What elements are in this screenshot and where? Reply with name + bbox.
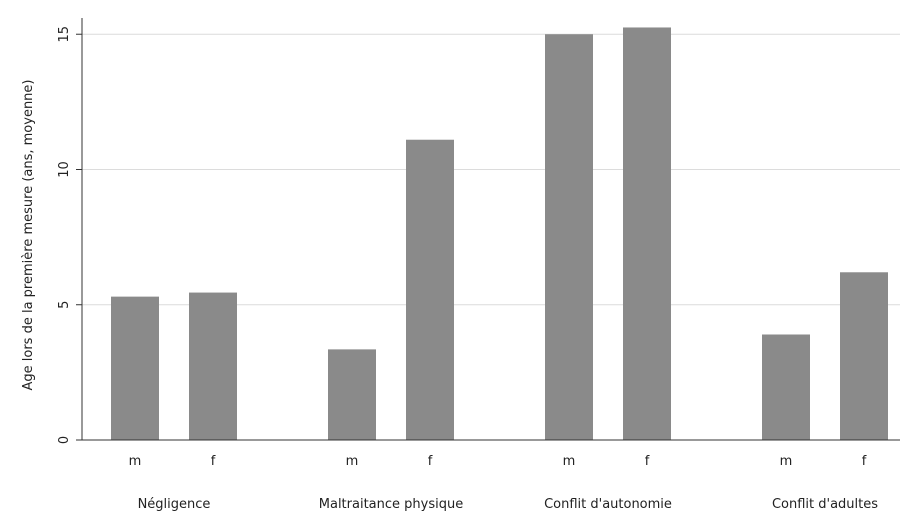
bar-1-f bbox=[406, 139, 454, 440]
category-label: f bbox=[428, 454, 433, 469]
category-label: m bbox=[780, 454, 793, 469]
bar-1-m bbox=[328, 349, 376, 440]
group-label: Conflit d'adultes bbox=[772, 497, 878, 512]
y-tick-label: 15 bbox=[57, 26, 72, 43]
category-label: m bbox=[129, 454, 142, 469]
category-label: f bbox=[862, 454, 867, 469]
bar-layer bbox=[111, 27, 888, 440]
category-label: m bbox=[346, 454, 359, 469]
bar-0-m bbox=[111, 296, 159, 440]
category-label: m bbox=[563, 454, 576, 469]
group-label: Conflit d'autonomie bbox=[544, 497, 672, 512]
axis-layer bbox=[81, 18, 900, 441]
bar-3-m bbox=[762, 334, 810, 440]
bar-2-m bbox=[545, 34, 593, 440]
y-tick-label: 10 bbox=[57, 161, 72, 178]
label-layer: 0 5 10 15 m f Négligence m f Maltraitance physiqu… bbox=[57, 26, 878, 512]
category-label: f bbox=[645, 454, 650, 469]
y-axis-title: Age lors de la première mesure (ans, moy… bbox=[21, 80, 36, 391]
bar-2-f bbox=[623, 27, 671, 440]
y-tick-label: 0 bbox=[57, 436, 72, 444]
category-label: f bbox=[211, 454, 216, 469]
group-label: Maltraitance physique bbox=[319, 497, 463, 512]
y-tick-label: 5 bbox=[57, 301, 72, 309]
bar-3-f bbox=[840, 272, 888, 440]
bar-0-f bbox=[189, 292, 237, 440]
group-label: Négligence bbox=[138, 497, 211, 512]
